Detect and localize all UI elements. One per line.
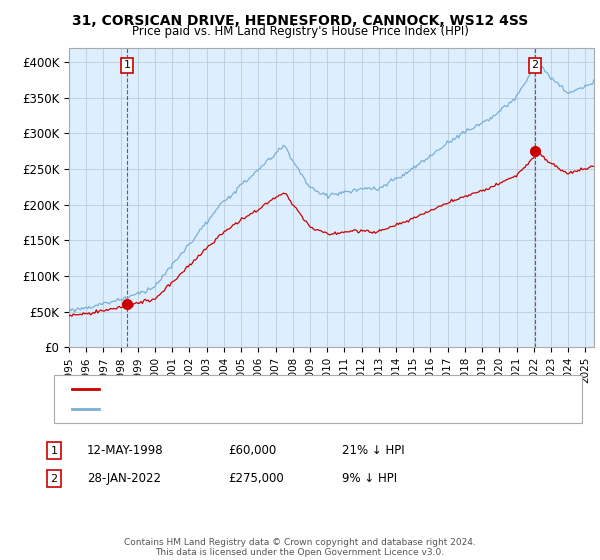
Text: 2: 2 [50, 474, 58, 484]
Text: Contains HM Land Registry data © Crown copyright and database right 2024.
This d: Contains HM Land Registry data © Crown c… [124, 538, 476, 557]
Text: 21% ↓ HPI: 21% ↓ HPI [342, 444, 404, 458]
Text: Price paid vs. HM Land Registry's House Price Index (HPI): Price paid vs. HM Land Registry's House … [131, 25, 469, 38]
Text: £60,000: £60,000 [228, 444, 276, 458]
Text: 9% ↓ HPI: 9% ↓ HPI [342, 472, 397, 486]
Text: 28-JAN-2022: 28-JAN-2022 [87, 472, 161, 486]
Text: 12-MAY-1998: 12-MAY-1998 [87, 444, 164, 458]
Text: 1: 1 [50, 446, 58, 456]
Text: 31, CORSICAN DRIVE, HEDNESFORD, CANNOCK, WS12 4SS (detached house): 31, CORSICAN DRIVE, HEDNESFORD, CANNOCK,… [108, 384, 510, 394]
Text: 31, CORSICAN DRIVE, HEDNESFORD, CANNOCK, WS12 4SS: 31, CORSICAN DRIVE, HEDNESFORD, CANNOCK,… [72, 14, 528, 28]
Text: HPI: Average price, detached house, Cannock Chase: HPI: Average price, detached house, Cann… [108, 404, 382, 414]
Text: £275,000: £275,000 [228, 472, 284, 486]
Text: 1: 1 [124, 60, 130, 71]
Text: 2: 2 [532, 60, 539, 71]
